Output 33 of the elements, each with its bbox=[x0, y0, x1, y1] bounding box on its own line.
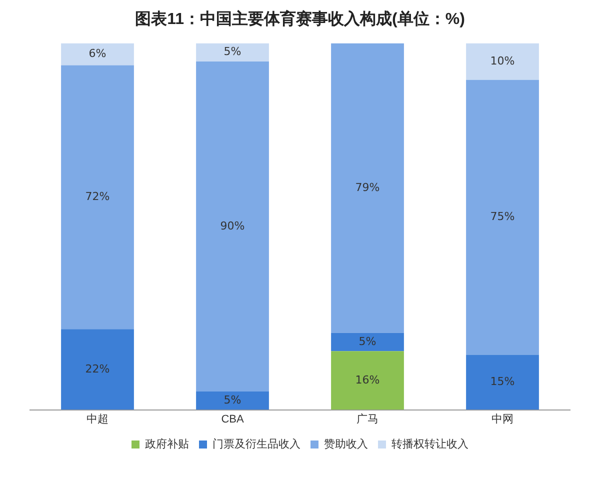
data-label: 15% bbox=[490, 375, 515, 388]
legend-label: 门票及衍生品收入 bbox=[212, 438, 300, 451]
bar bbox=[331, 351, 404, 410]
data-label: 75% bbox=[490, 210, 515, 224]
data-label: 22% bbox=[85, 362, 110, 376]
data-label: 6% bbox=[88, 47, 106, 60]
data-label: 16% bbox=[355, 373, 380, 386]
bar bbox=[331, 43, 404, 333]
bar bbox=[61, 43, 134, 66]
data-label: 79% bbox=[355, 180, 380, 194]
bar bbox=[196, 391, 269, 410]
data-label: 5% bbox=[224, 393, 242, 406]
bar bbox=[466, 354, 539, 410]
x-tick-label: CBA bbox=[221, 413, 244, 426]
data-label: 10% bbox=[490, 54, 515, 68]
x-tick-label: 广马 bbox=[356, 412, 378, 426]
bar bbox=[61, 329, 134, 410]
legend-label: 赞助收入 bbox=[324, 438, 368, 451]
legend-label: 政府补贴 bbox=[145, 438, 189, 451]
chart-title: 图表11：中国主要体育赛事收入构成(单位：%) bbox=[135, 9, 465, 28]
bar bbox=[466, 43, 539, 80]
bar bbox=[466, 80, 539, 355]
legend-label: 转播权转让收入 bbox=[392, 438, 468, 451]
x-tick-label: 中网 bbox=[492, 412, 514, 426]
x-tick-label: 中超 bbox=[86, 412, 108, 426]
data-label: 5% bbox=[224, 45, 242, 58]
bar bbox=[196, 62, 269, 392]
data-label: 5% bbox=[358, 334, 376, 348]
bar bbox=[331, 332, 404, 352]
bar bbox=[61, 65, 134, 330]
bar bbox=[196, 43, 269, 62]
data-label: 72% bbox=[85, 190, 110, 204]
data-label: 90% bbox=[220, 219, 245, 232]
